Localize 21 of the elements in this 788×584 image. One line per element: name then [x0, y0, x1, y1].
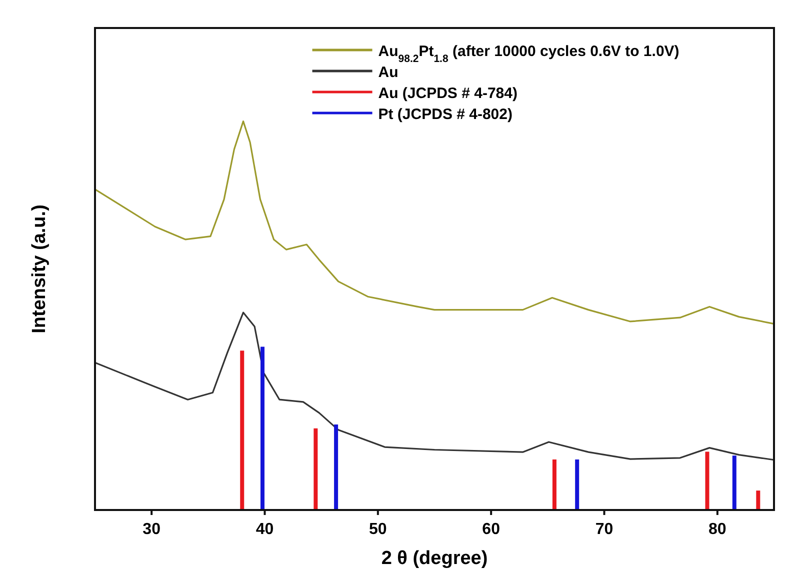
- legend-label: Au$_{98.2}$Pt$_{1.8}$ (after 10000 cycles 0.6V to 1.0V): [378, 43, 680, 65]
- legend-label: Au: [378, 64, 398, 81]
- bar: [260, 346, 264, 510]
- x-tick-label: 30: [142, 521, 161, 538]
- x-tick-label: 60: [482, 521, 500, 538]
- bar: [575, 459, 580, 510]
- bar: [334, 424, 338, 510]
- bar: [732, 456, 736, 510]
- y-axis-title: Intensity (a.u.): [29, 204, 50, 334]
- legend-label: Pt (JCPDS # 4-802): [378, 106, 512, 123]
- x-tick-label: 80: [708, 521, 726, 538]
- bar: [552, 459, 556, 510]
- bar: [705, 452, 710, 510]
- legend-label: Au (JCPDS # 4-784): [378, 85, 518, 102]
- x-axis-title: 2 θ (degree): [381, 548, 488, 569]
- x-tick-label: 50: [369, 521, 387, 538]
- bar: [240, 350, 244, 510]
- bar: [756, 490, 760, 510]
- bar: [314, 428, 318, 510]
- x-tick-label: 70: [595, 521, 614, 538]
- x-tick-label: 40: [256, 521, 274, 538]
